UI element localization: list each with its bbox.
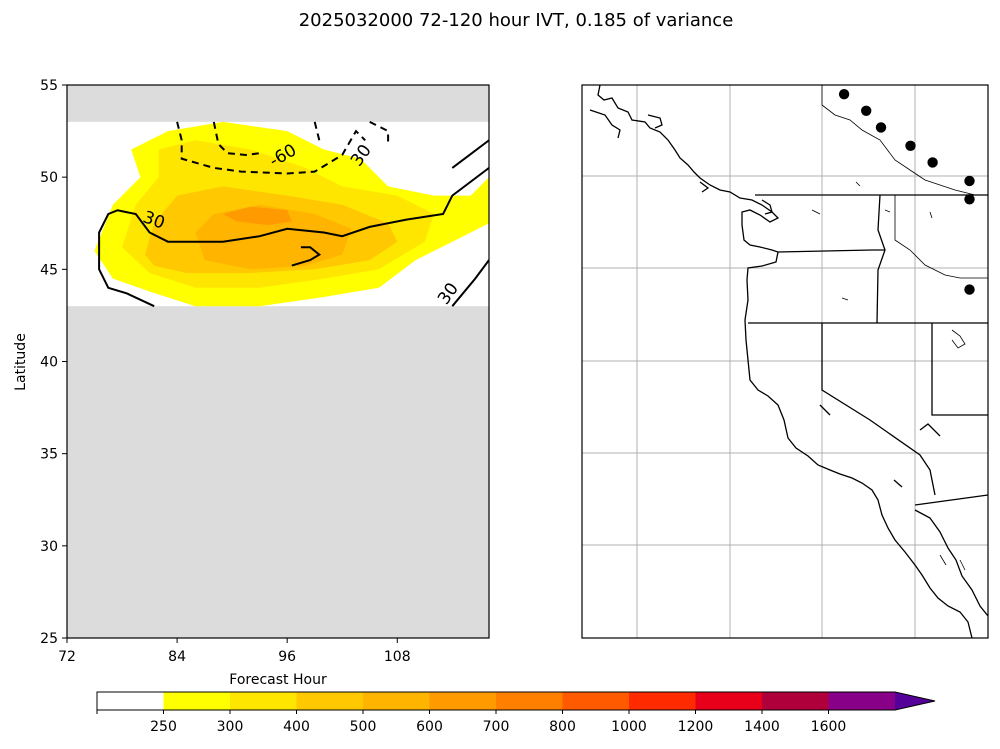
y-axis-label: Latitude [13, 333, 29, 391]
masked-region-0 [67, 306, 489, 638]
y-tick-label: 25 [40, 631, 58, 647]
masked-regions [67, 85, 489, 638]
x-axis-label: Forecast Hour [229, 672, 327, 688]
interior-lines [811, 85, 988, 571]
filled-contour-500 [195, 204, 352, 270]
contour-line-dashed-5 [212, 121, 260, 157]
map-points [838, 89, 975, 295]
y-tick-label: 50 [40, 170, 58, 186]
x-tick-label: 72 [58, 649, 76, 665]
map-point [964, 284, 975, 295]
colorbar-tick-label: 1400 [744, 719, 780, 735]
borders [748, 194, 988, 506]
colorbar-tick-label: 1600 [811, 719, 847, 735]
contour-line-solid-1 [291, 246, 322, 267]
map-gridlines [582, 85, 988, 638]
colorbar-tick-label: 600 [416, 719, 443, 735]
map-point [964, 175, 975, 187]
colorbar-tick-label: 250 [150, 719, 177, 735]
y-tick-label: 55 [40, 78, 58, 94]
map-point [927, 157, 938, 168]
colorbar-segment [562, 692, 630, 710]
contour-line-dashed-7 [369, 121, 390, 144]
coastline [589, 85, 988, 638]
map-point [838, 89, 850, 100]
x-tick-label: 108 [384, 649, 411, 665]
colorbar-tick-label: 700 [483, 719, 510, 735]
colorbar-tick-label: 500 [350, 719, 377, 735]
contour-line-dashed-6 [313, 121, 321, 141]
colorbar-segment [629, 692, 697, 710]
colorbar-segment [296, 692, 364, 710]
filled-contour-600 [223, 206, 292, 226]
x-tick-label: 96 [278, 649, 296, 665]
map-frame [581, 84, 989, 639]
colorbar-tick-label: 400 [283, 719, 310, 735]
colorbar-segment [163, 692, 231, 710]
contour-line-solid-0 [98, 167, 489, 308]
colorbar-tick-label: 1200 [678, 719, 714, 735]
colorbar: 250 300 400 500 600 700 800 1000 1200 1400 1600 [96, 691, 936, 735]
colorbar-segment [695, 692, 763, 710]
y-tick-label: 40 [40, 355, 58, 371]
colorbar-outline [96, 691, 936, 711]
y-tick-label: 35 [40, 447, 58, 463]
colorbar-segment [429, 692, 497, 710]
masked-region-1 [67, 85, 489, 122]
map-point [905, 140, 916, 151]
figure-title: 2025032000 72-120 hour IVT, 0.185 of var… [299, 10, 734, 31]
colorbar-segment [97, 692, 165, 710]
colorbar-segment [762, 692, 830, 710]
contour-line-solid-2 [451, 139, 489, 169]
contour-line-dashed-4 [176, 121, 366, 175]
colorbar-tick-label: 800 [549, 719, 576, 735]
y-tick-label: 45 [40, 262, 58, 278]
colorbar-segment [496, 692, 564, 710]
y-tick-label: 30 [40, 539, 58, 555]
x-axis-ticks: 72 84 96 108 [58, 638, 411, 665]
y-axis-ticks: 25 30 35 40 45 50 55 [40, 78, 67, 647]
colorbar-extend-arrow [895, 692, 935, 710]
colorbar-tick-label: 1000 [611, 719, 647, 735]
colorbar-segment [363, 692, 431, 710]
colorbar-segment [230, 692, 298, 710]
map-panel [581, 84, 989, 639]
contour-line-solid-3 [451, 259, 489, 307]
map-point [861, 105, 872, 117]
x-tick-label: 84 [168, 649, 186, 665]
filled-contours [94, 121, 489, 307]
colorbar-tick-label: 300 [217, 719, 244, 735]
contour-lines [98, 121, 489, 308]
map-point [875, 122, 887, 133]
colorbar-segment [828, 692, 896, 710]
map-point [964, 194, 975, 205]
